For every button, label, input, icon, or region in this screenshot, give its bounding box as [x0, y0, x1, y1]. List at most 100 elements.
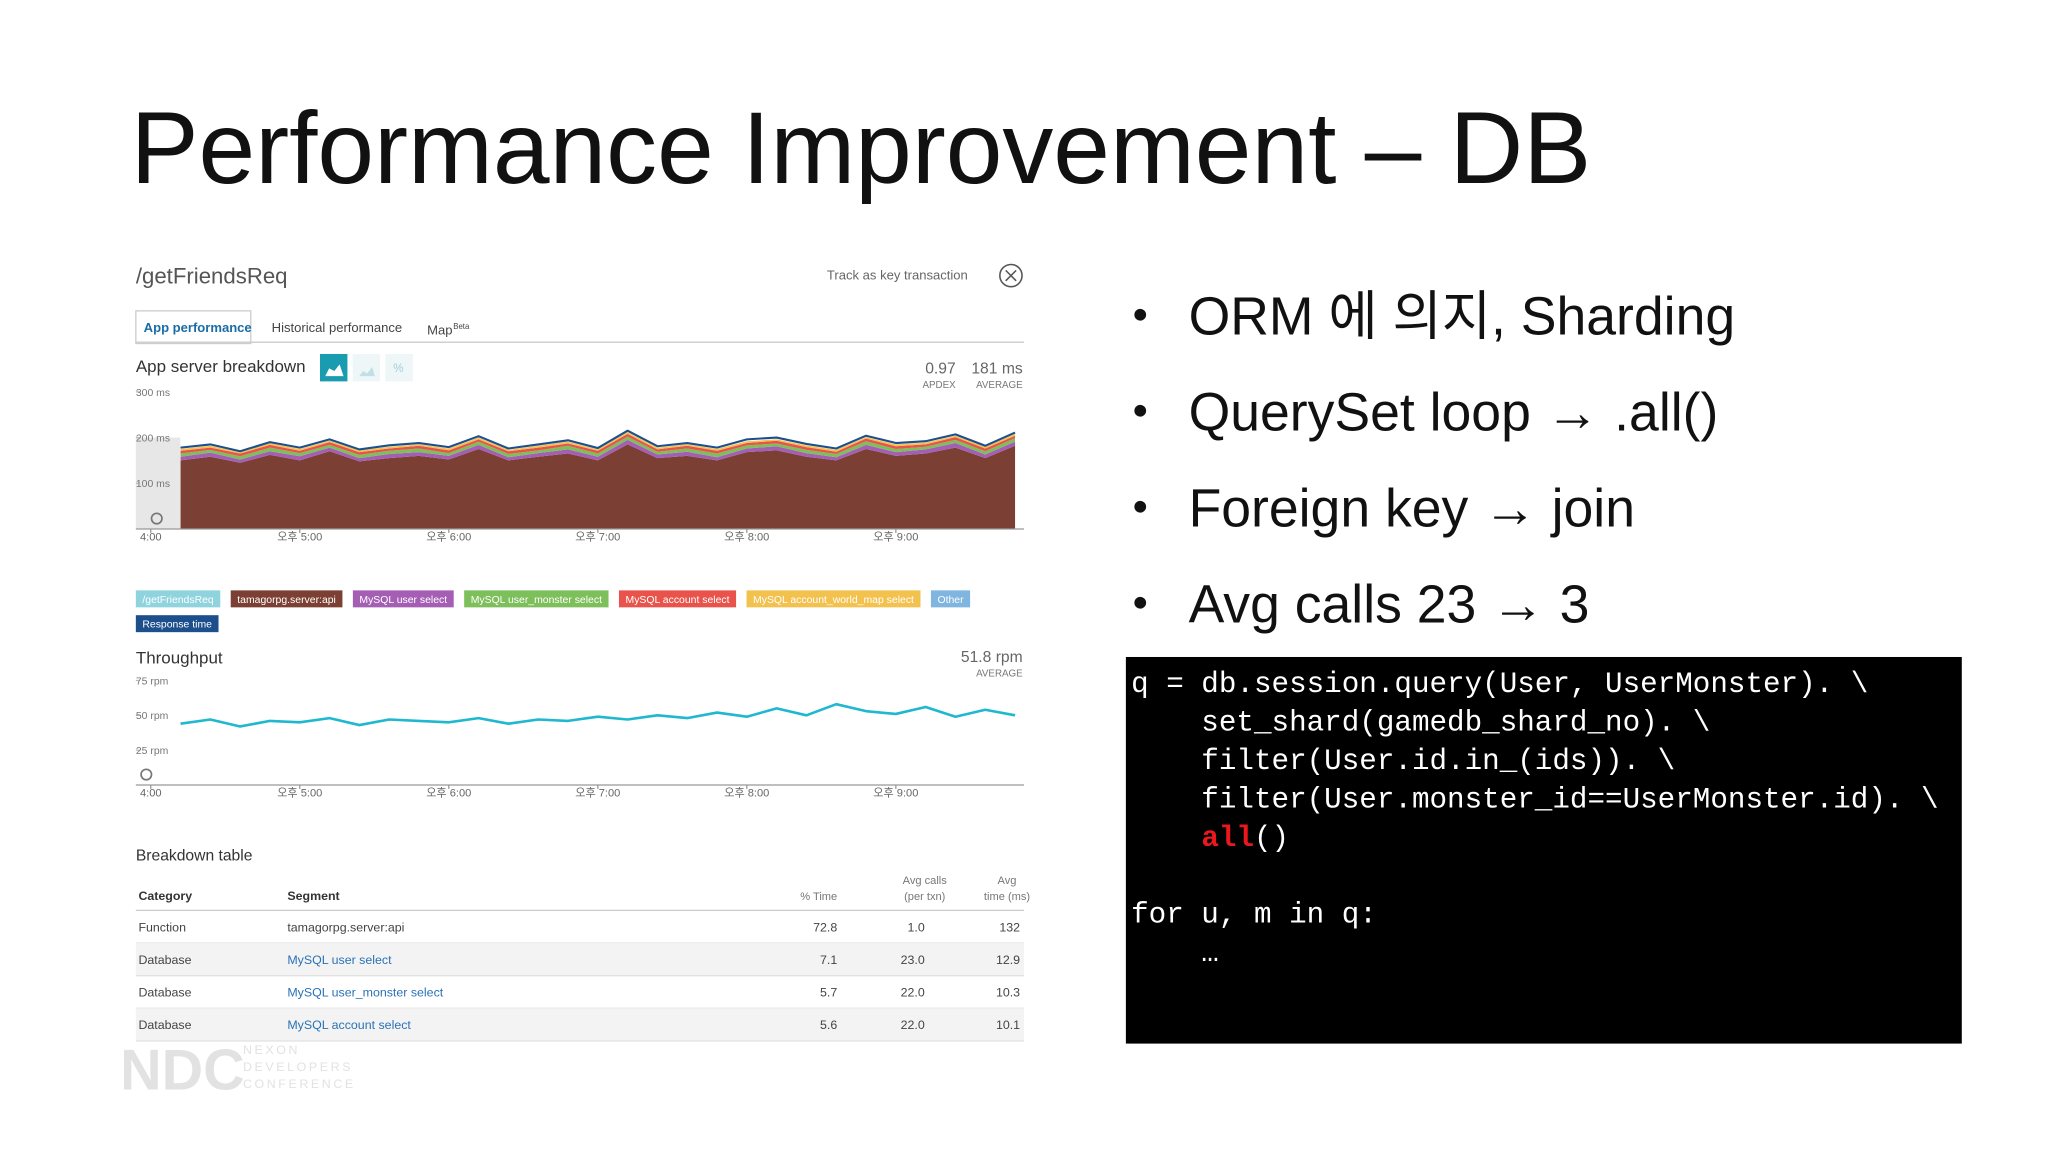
table-cell: MySQL user select [287, 953, 392, 967]
legend-swatch [464, 590, 609, 608]
area-layer [180, 432, 1016, 454]
close-button[interactable] [999, 263, 1023, 288]
code-line: … [1131, 937, 1219, 970]
area-layer [180, 436, 1016, 460]
area-layer [180, 433, 1016, 457]
x-tick-label: 오후 5:00 [277, 787, 322, 800]
code-line: q = db.session.query(User, UserMonster).… [1131, 668, 1868, 701]
code-token: () [1254, 822, 1289, 855]
table-cell: Database [138, 986, 191, 1000]
table-cell: 10.1 [996, 1018, 1020, 1032]
x-tick-label: 4:00 [140, 788, 162, 800]
column-header: Avg [998, 875, 1017, 887]
table-cell: Function [138, 920, 186, 934]
code-line: set_shard(gamedb_shard_no). \ [1131, 707, 1710, 740]
x-tick-label: 4:00 [140, 532, 162, 544]
table-cell: tamagorpg.server:api [287, 920, 404, 934]
logo-text: DEVELOPERS [243, 1060, 353, 1074]
x-tick-label: 오후 8:00 [724, 531, 769, 544]
bullet-text: ORM 에 의지, Sharding [1189, 287, 1736, 346]
metric-label: APDEX [923, 380, 957, 391]
table-cell: 12.9 [996, 953, 1020, 967]
code-line: all() [1131, 822, 1289, 855]
view-toggles[interactable]: % [320, 353, 413, 382]
legend-swatch [746, 590, 921, 608]
logo-text: CONFERENCE [243, 1077, 356, 1091]
bullet-dot [1134, 596, 1147, 609]
y-tick-label: 25 rpm [136, 746, 169, 757]
legend-swatch [230, 590, 343, 608]
chart-title: App server breakdown [136, 357, 306, 376]
y-tick-label: 75 rpm [136, 676, 169, 687]
code-line: for u, m in q: [1131, 899, 1377, 932]
series-line [180, 702, 1016, 728]
column-header: % Time [800, 891, 837, 903]
chart-title: Throughput [136, 649, 223, 668]
bullet-dot [1134, 404, 1147, 417]
table-cell: 22.0 [901, 1018, 925, 1032]
x-tick-label: 오후 8:00 [724, 787, 769, 800]
active-tab[interactable] [135, 310, 252, 345]
table-cell: 10.3 [996, 986, 1020, 1000]
table-cell: Database [138, 953, 191, 967]
code-token: filter(User.monster_id==UserMonster.id).… [1131, 783, 1938, 816]
y-tick-label: 300 ms [136, 388, 170, 399]
column-header: Segment [287, 889, 339, 903]
metric-value: 181 ms [971, 361, 1023, 378]
code-line: filter(User.id.in_(ids)). \ [1131, 745, 1675, 778]
table-title: Breakdown table [136, 848, 253, 865]
code-token [1131, 822, 1201, 855]
code-token: … [1131, 937, 1219, 970]
tab[interactable]: App performance [144, 320, 252, 335]
x-tick-label: 오후 6:00 [426, 531, 471, 544]
tab[interactable]: Map [427, 322, 452, 337]
code-token: q = db.session.query(User, UserMonster).… [1131, 668, 1868, 701]
tab[interactable]: Historical performance [272, 320, 403, 335]
metric-value: 51.8 rpm [961, 649, 1023, 666]
marker [150, 512, 163, 525]
x-tick-label: 오후 6:00 [426, 787, 471, 800]
x-tick-label: 오후 9:00 [873, 531, 918, 544]
tab-badge: Beta [453, 322, 470, 331]
table-cell: 23.0 [901, 953, 925, 967]
code-token: all [1201, 822, 1254, 855]
metric-label: AVERAGE [976, 380, 1023, 391]
bullet-text: Foreign key → join [1189, 479, 1635, 538]
legend-label: tamagorpg.server:api [237, 595, 336, 606]
metric-label: AVERAGE [976, 669, 1023, 680]
x-tick-label: 오후 7:00 [575, 787, 620, 800]
legend-swatch [135, 590, 221, 608]
table-cell: 5.6 [820, 1018, 837, 1032]
area-layer [180, 444, 1016, 529]
series-line [180, 429, 1016, 453]
table-cell: 72.8 [813, 920, 837, 934]
column-header: Avg calls [903, 875, 948, 887]
legend-label: MySQL account_world_map select [753, 595, 914, 606]
area-layer [180, 439, 1016, 463]
table-cell: MySQL user_monster select [287, 986, 443, 1000]
row-band [135, 943, 1024, 976]
legend-label: Response time [142, 620, 212, 631]
table-cell: 5.7 [820, 986, 837, 1000]
legend-label: MySQL account select [626, 595, 730, 606]
bullet-text: QuerySet loop → .all() [1189, 383, 1719, 442]
key-transaction-link[interactable]: Track as key transaction [827, 268, 968, 283]
svg-text:%: % [393, 362, 404, 375]
y-tick-label: 100 ms [136, 479, 170, 490]
legend-swatch [930, 590, 971, 608]
table-cell: Database [138, 1018, 191, 1032]
legend-label: /getFriendsReq [142, 595, 214, 606]
column-header: time (ms) [984, 891, 1030, 903]
bullet-dot [1134, 308, 1147, 321]
legend-label: MySQL user_monster select [471, 595, 602, 606]
table-cell: 1.0 [908, 920, 925, 934]
bullet-dot [1134, 500, 1147, 513]
logo-text: NEXON [243, 1043, 300, 1057]
code-token: filter(User.id.in_(ids)). \ [1131, 745, 1675, 778]
table-cell: 132 [999, 920, 1020, 934]
legend-swatch [618, 590, 737, 608]
slide-title: Performance Improvement – DB [131, 91, 1592, 205]
code-line: filter(User.monster_id==UserMonster.id).… [1131, 783, 1938, 816]
